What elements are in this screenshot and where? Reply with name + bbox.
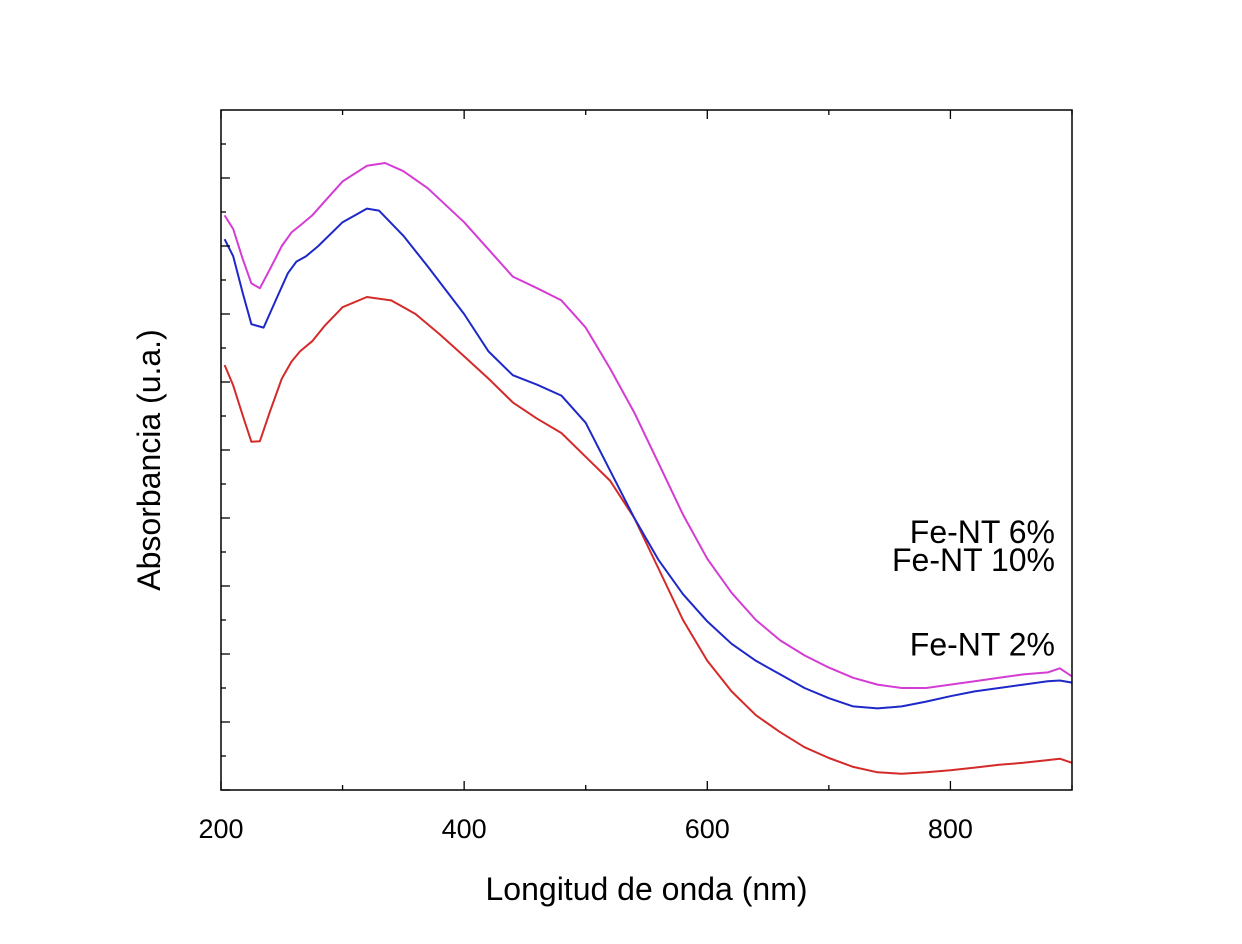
labels-layer: Fe-NT 2% Fe-NT 6%Fe-NT 10%: [892, 514, 1055, 662]
x-axis-title: Longitud de onda (nm): [486, 871, 808, 907]
x-tick-label: 200: [198, 814, 243, 844]
series-line-2: [223, 162, 1073, 689]
y-axis-title: Absorbancia (u.a.): [131, 329, 167, 590]
series-label-0: Fe-NT 2%: [910, 626, 1055, 662]
axes-layer: 200 400 600 800: [198, 109, 1073, 844]
series-layer: [223, 162, 1073, 775]
x-tick-label: 400: [442, 814, 487, 844]
plot-frame: [220, 109, 1073, 791]
x-tick-label: 800: [928, 814, 973, 844]
series-line-0: [223, 296, 1073, 775]
series-label-1: Fe-NT 6%: [910, 514, 1055, 550]
series-line-1: [223, 207, 1073, 710]
series-label-2: Fe-NT 10%: [892, 542, 1055, 578]
x-tick-label: 600: [685, 814, 730, 844]
